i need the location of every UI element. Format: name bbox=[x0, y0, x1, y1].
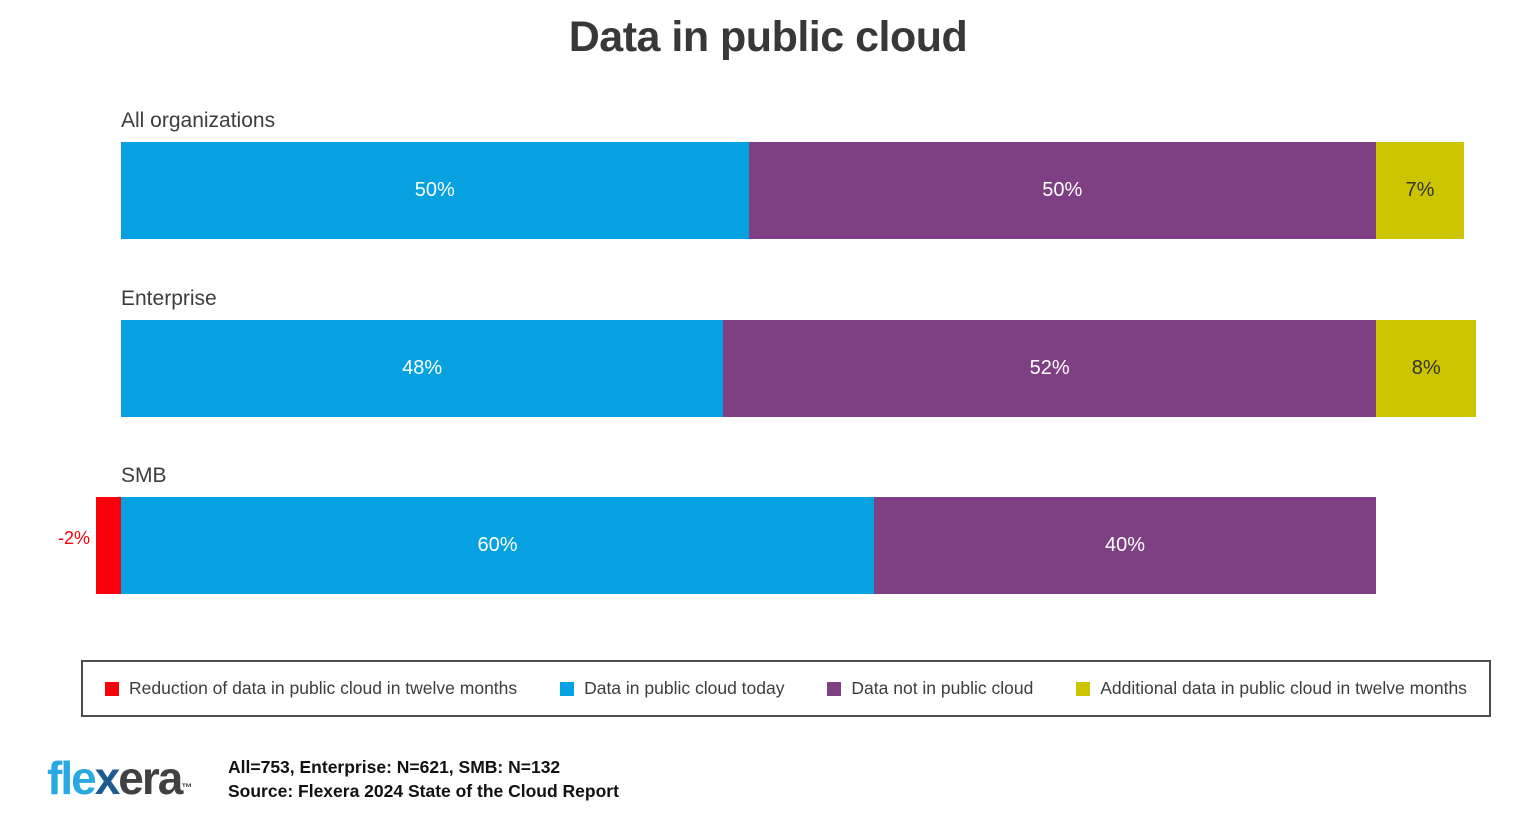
logo-part-era: era bbox=[118, 752, 183, 804]
legend-swatch-purple bbox=[827, 681, 842, 696]
bar-smb: -2% 60% 40% bbox=[58, 497, 1376, 594]
footer-notes: All=753, Enterprise: N=621, SMB: N=132 S… bbox=[228, 755, 619, 803]
bar-value-label: 52% bbox=[1029, 357, 1070, 379]
bar-group-smb: SMB -2% 60% 40% bbox=[58, 463, 1376, 594]
trademark-symbol: ™ bbox=[181, 782, 193, 794]
bar-value-label: 60% bbox=[477, 534, 518, 556]
bar-category-label: Enterprise bbox=[121, 287, 217, 310]
bar-segment-reduction bbox=[95, 497, 121, 594]
bar-value-label: 8% bbox=[1411, 357, 1441, 379]
legend-item-additional: Additional data in public cloud in twelv… bbox=[1076, 678, 1467, 699]
bar-segment-not_in_cloud: 52% bbox=[723, 320, 1376, 417]
legend-label: Data in public cloud today bbox=[584, 678, 785, 698]
bar-value-label: 50% bbox=[414, 179, 455, 201]
bar-segment-additional: 7% bbox=[1376, 142, 1464, 239]
logo-part-fle: fle bbox=[47, 752, 97, 804]
bar-value-label: 40% bbox=[1104, 534, 1146, 556]
legend-item-not-in-cloud: Data not in public cloud bbox=[827, 678, 1033, 699]
bar-category-label: SMB bbox=[121, 464, 167, 487]
chart-title: Data in public cloud bbox=[568, 13, 968, 61]
legend-item-reduction: Reduction of data in public cloud in twe… bbox=[105, 678, 517, 699]
sample-size-line: All=753, Enterprise: N=621, SMB: N=132 bbox=[228, 757, 561, 777]
bar-category-label: All organizations bbox=[121, 109, 276, 132]
reduction-outside-label: -2% bbox=[57, 528, 90, 548]
bar-segment-not_in_cloud: 40% bbox=[874, 497, 1376, 594]
legend-item-today: Data in public cloud today bbox=[560, 678, 784, 699]
bar-segment-today: 60% bbox=[121, 497, 874, 594]
legend-label: Reduction of data in public cloud in twe… bbox=[129, 678, 518, 698]
bar-segment-today: 50% bbox=[121, 142, 749, 239]
bar-value-label: 7% bbox=[1405, 179, 1435, 201]
bar-group-all-organizations: All organizations 50% 50% 7% bbox=[121, 108, 1464, 239]
flexera-logo: flexera™ bbox=[47, 750, 192, 816]
legend-swatch-red bbox=[105, 681, 119, 696]
source-line: Source: Flexera 2024 State of the Cloud … bbox=[228, 781, 619, 801]
legend-label: Additional data in public cloud in twelv… bbox=[1100, 678, 1467, 698]
bar-value-label: 50% bbox=[1042, 179, 1083, 201]
bar-segment-today: 48% bbox=[121, 320, 724, 417]
legend: Reduction of data in public cloud in twe… bbox=[81, 660, 1491, 717]
bar-segment-additional: 8% bbox=[1375, 320, 1477, 417]
bar-enterprise: 48% 52% 8% bbox=[121, 320, 1477, 417]
bar-value-label: 48% bbox=[402, 357, 443, 379]
legend-swatch-yellow bbox=[1076, 681, 1091, 696]
legend-swatch-blue bbox=[560, 681, 575, 696]
bar-segment-not_in_cloud: 50% bbox=[748, 142, 1376, 239]
logo-part-x: x bbox=[94, 752, 121, 804]
bar-all-organizations: 50% 50% 7% bbox=[121, 142, 1464, 239]
legend-label: Data not in public cloud bbox=[851, 678, 1034, 698]
bar-group-enterprise: Enterprise 48% 52% 8% bbox=[121, 286, 1477, 417]
